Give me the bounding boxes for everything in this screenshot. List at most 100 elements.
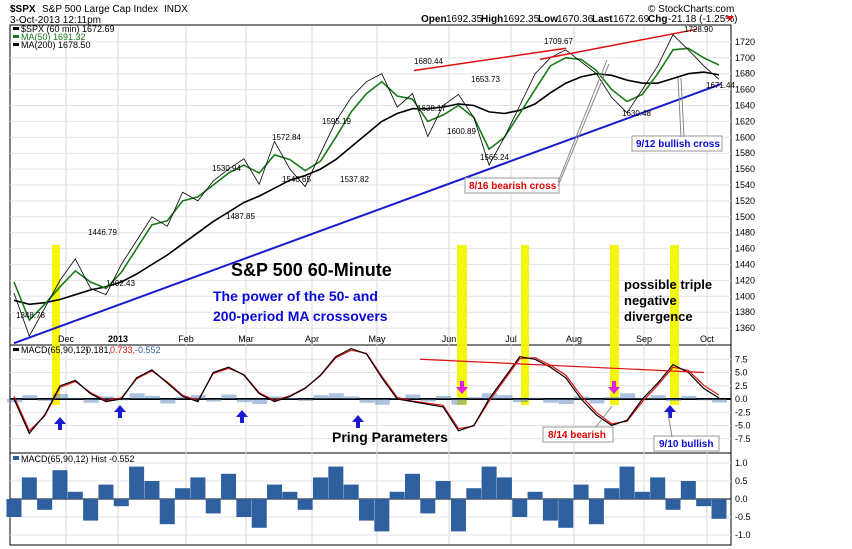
hist-y-tick-label: 0.5 — [735, 476, 748, 486]
hist-legend: MACD(65,90,12) Hist -0.552 — [13, 454, 135, 464]
x-tick-label: 2013 — [108, 334, 128, 344]
bullish-910-label: 9/10 bullish — [659, 439, 713, 450]
x-tick-label: Oct — [700, 334, 715, 344]
hist-bar — [665, 499, 681, 510]
price-point-label: 1540.65 — [282, 175, 311, 184]
hist-legend-label: MACD(65,90,12) Hist -0.552 — [21, 454, 135, 464]
hist-bar — [542, 499, 558, 521]
macd-hist-bar — [298, 399, 314, 401]
macd-y-tick-label: -5.0 — [735, 421, 751, 431]
up-arrow-icon — [664, 405, 676, 418]
chart-date: 3-Oct-2013 12:11pm — [10, 15, 101, 26]
highlight-layer — [52, 245, 679, 405]
bearish-cross-label: 8/16 bearish cross — [469, 181, 557, 192]
macd-y-tick-label: -7.5 — [735, 434, 751, 444]
x-tick-label: Dec — [58, 334, 75, 344]
price-y-tick-label: 1380 — [735, 307, 755, 317]
hist-bar — [404, 473, 420, 499]
hist-bar — [282, 491, 298, 499]
macd-y-tick-label: 7.5 — [735, 354, 748, 364]
price-point-label: 1446.79 — [88, 228, 117, 237]
up-arrow-icon — [54, 417, 66, 430]
hist-bar — [328, 466, 344, 499]
trend-layer — [13, 28, 722, 430]
price-y-tick-label: 1580 — [735, 148, 755, 158]
triple-divergence-line-2: negative — [624, 293, 677, 308]
hist-bar — [374, 499, 390, 532]
price-y-tick-label: 1620 — [735, 116, 755, 126]
macd-hist-bar — [344, 396, 360, 399]
macd-hist-bar — [436, 395, 452, 399]
macd-hist-bar — [420, 399, 436, 402]
macd-hist-bar — [98, 396, 114, 399]
hist-bar — [98, 484, 114, 499]
hist-bar — [604, 488, 620, 499]
last-label: Last — [592, 14, 613, 25]
macd-hist-bar — [236, 399, 252, 403]
price-point-label: 1348.78 — [16, 311, 45, 320]
x-tick-label: Aug — [566, 334, 582, 344]
crossover-highlight-bar — [457, 245, 467, 405]
hist-y-tick-label: 0.0 — [735, 494, 748, 504]
price-point-label: 1709.67 — [544, 37, 573, 46]
macd-legend-label: MACD(65,90,12) — [21, 345, 89, 355]
hist-bar — [190, 477, 206, 499]
bullish-910-callout — [667, 412, 673, 438]
macd-hist-bar — [206, 399, 222, 402]
hist-bar — [251, 499, 267, 528]
x-tick-label: Jul — [505, 334, 517, 344]
price-point-label: 1572.84 — [272, 133, 301, 142]
macd-hist-bar — [405, 394, 421, 399]
hist-bar — [83, 499, 99, 521]
hist-bar — [696, 499, 712, 507]
macd-legend: MACD(65,90,12) 0.181, 0.733, -0.552 — [13, 345, 161, 355]
macd-hist-bar — [712, 399, 727, 403]
x-tick-label: May — [368, 334, 386, 344]
price-point-label: 1537.82 — [340, 175, 369, 184]
price-point-label: 1600.89 — [447, 127, 476, 136]
macd-hist-bar — [267, 396, 283, 399]
price-y-tick-label: 1600 — [735, 132, 755, 142]
macd-hist-bar — [528, 397, 544, 399]
hist-bar — [297, 499, 313, 510]
label-layer: 1348.78 1446.79 1402.43 1530.94 1487.85 1572.… — [16, 25, 735, 320]
macd-hist-bar — [221, 394, 237, 399]
hist-bar — [205, 499, 221, 514]
hist-bar — [435, 481, 451, 499]
hist-bar — [129, 466, 145, 499]
macd-hist-bar — [374, 399, 390, 405]
macd-hist-bar — [129, 393, 145, 399]
price-y-tick-label: 1480 — [735, 228, 755, 238]
legend-main: $SPX (60 min) 1672.69 — [21, 24, 115, 34]
legend-ma50: MA(50) 1691.32 — [21, 32, 86, 42]
hist-bar — [52, 470, 68, 499]
axis-layer: Dec 2013 Feb Mar Apr May Jun Jul Aug Sep Oct 1360 13… — [58, 37, 755, 540]
bullish-callout-line-1 — [677, 77, 682, 138]
macd-hist-bar — [144, 395, 160, 399]
macd-hist-bar — [83, 399, 99, 403]
price-y-tick-label: 1360 — [735, 323, 755, 333]
macd-hist-bar — [37, 399, 53, 401]
copyright: © StockCharts.com — [648, 4, 734, 15]
macd-hist-bar — [68, 397, 84, 399]
x-tick-label: Apr — [305, 334, 319, 344]
macd-hist-bar — [650, 395, 666, 399]
resistance-trendline-1 — [413, 47, 567, 72]
price-point-label: 1595.19 — [322, 117, 351, 126]
macd-hist-bar — [574, 396, 590, 399]
price-point-label: 1680.44 — [414, 57, 443, 66]
macd-line — [13, 347, 720, 435]
macd-hist-bar — [175, 397, 191, 399]
hist-bar — [650, 477, 666, 499]
high-label: High — [481, 14, 503, 25]
hist-bar — [343, 484, 359, 499]
macd-legend-v1: 0.181, — [86, 345, 111, 355]
hist-bar — [236, 499, 252, 517]
price-y-tick-label: 1440 — [735, 260, 755, 270]
macd-y-tick-label: 2.5 — [735, 381, 748, 391]
macd-hist-bar — [681, 395, 697, 399]
x-tick-label: Jun — [442, 334, 457, 344]
hist-bar — [588, 499, 604, 525]
bullish-cross-box — [631, 135, 723, 152]
hist-bar — [558, 499, 574, 528]
